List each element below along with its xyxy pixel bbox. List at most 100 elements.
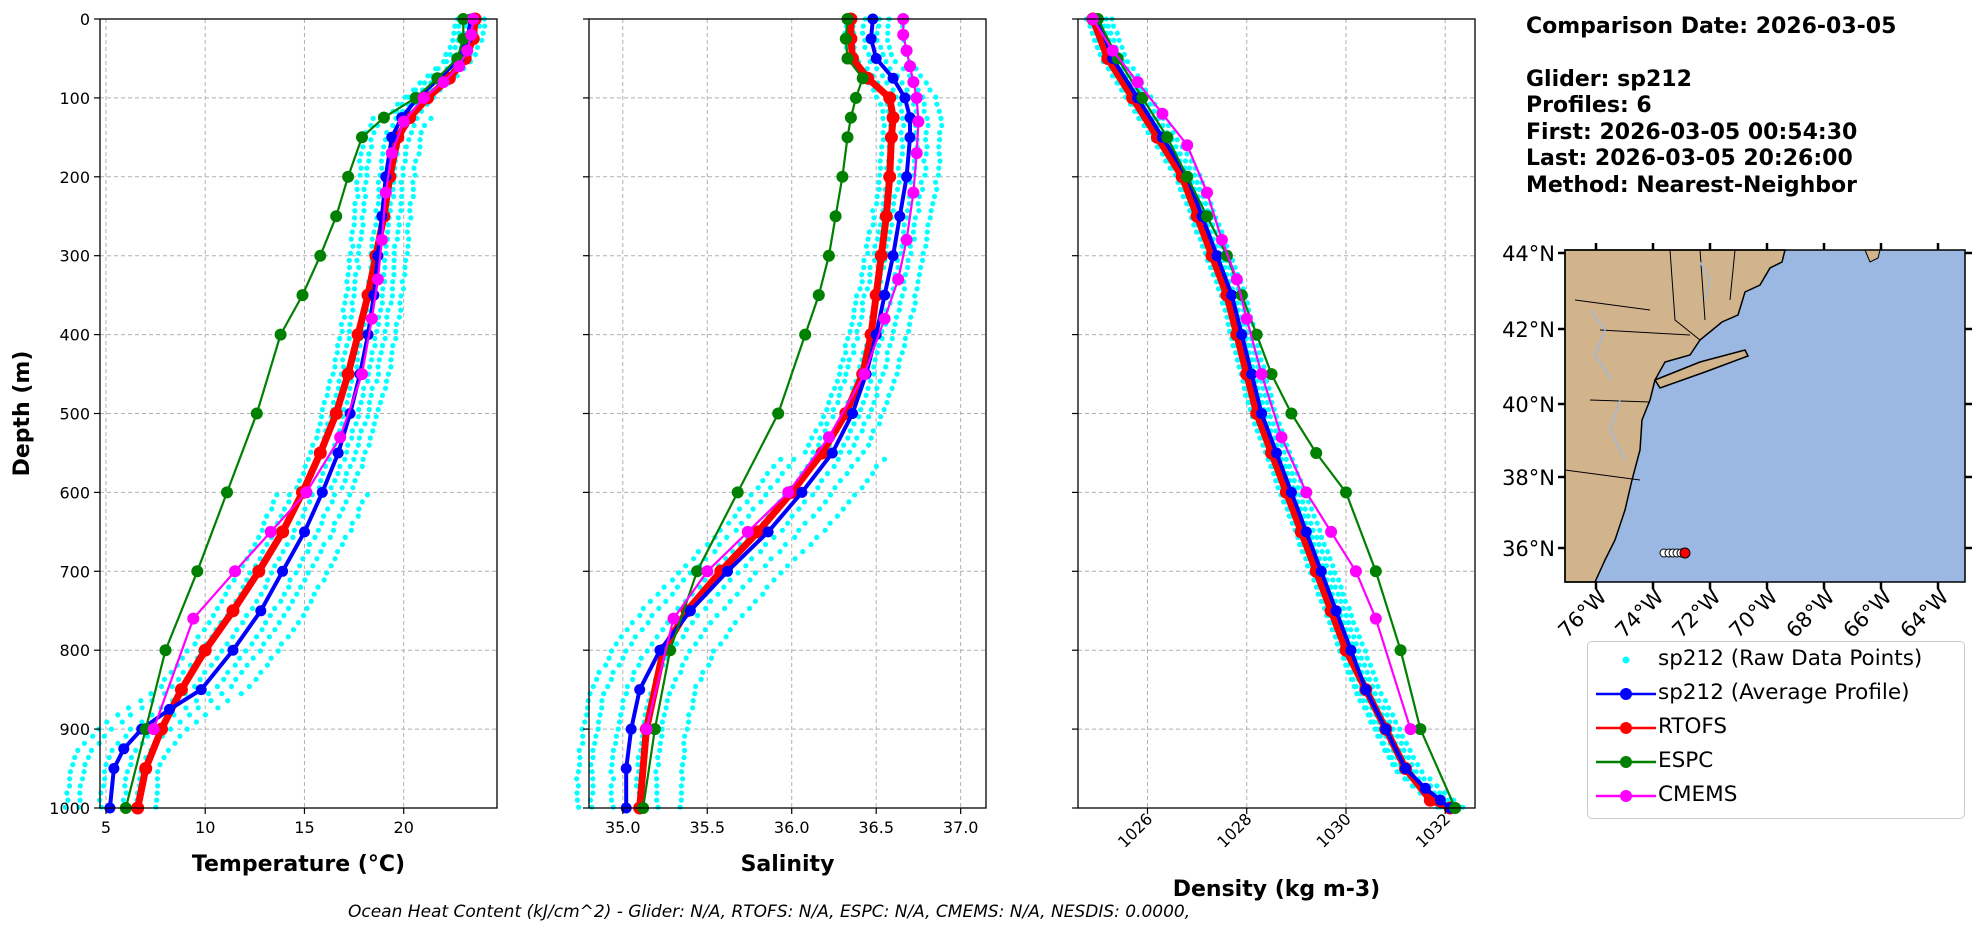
raw-data-point bbox=[374, 328, 380, 334]
legend-item-average: sp212 (Average Profile) bbox=[1588, 678, 1964, 710]
raw-data-point bbox=[411, 165, 417, 171]
raw-data-point bbox=[860, 449, 867, 455]
raw-data-point bbox=[324, 570, 330, 576]
raw-data-point bbox=[356, 506, 362, 512]
series-point bbox=[910, 147, 923, 160]
series-point bbox=[1340, 486, 1352, 499]
map-state-border bbox=[1669, 249, 1701, 341]
raw-data-point bbox=[349, 428, 355, 434]
raw-data-point bbox=[403, 257, 409, 263]
raw-data-point bbox=[899, 151, 906, 157]
raw-data-point bbox=[778, 570, 784, 576]
raw-data-point bbox=[314, 556, 320, 562]
raw-data-point bbox=[375, 407, 381, 413]
raw-data-point bbox=[402, 158, 408, 164]
raw-data-point bbox=[695, 549, 702, 555]
raw-data-point bbox=[362, 421, 368, 427]
raw-data-point bbox=[406, 137, 412, 143]
series-point bbox=[1419, 782, 1431, 794]
raw-data-point bbox=[844, 470, 850, 477]
raw-data-point bbox=[655, 754, 661, 761]
raw-data-point bbox=[380, 286, 386, 292]
raw-data-point bbox=[153, 804, 159, 810]
raw-data-point bbox=[876, 179, 882, 185]
series-point bbox=[900, 44, 913, 57]
raw-data-point bbox=[617, 719, 623, 725]
raw-data-point bbox=[830, 407, 837, 413]
raw-data-point bbox=[390, 343, 396, 349]
y-tick-label: 1000 bbox=[49, 799, 90, 818]
series-point bbox=[1230, 273, 1243, 286]
raw-data-point bbox=[201, 627, 207, 633]
raw-data-point bbox=[104, 719, 110, 725]
raw-data-point bbox=[647, 598, 654, 604]
x-tick-label: 37.0 bbox=[943, 818, 979, 837]
raw-data-point bbox=[354, 186, 360, 192]
raw-data-point bbox=[480, 30, 486, 36]
raw-data-point bbox=[297, 563, 303, 569]
raw-data-point bbox=[708, 655, 715, 661]
x-axis-label: Density (kg m-3) bbox=[1173, 877, 1381, 902]
raw-data-point bbox=[388, 357, 394, 363]
raw-data-point bbox=[157, 762, 163, 768]
raw-data-point bbox=[101, 733, 107, 739]
raw-data-point bbox=[1350, 620, 1357, 626]
raw-data-point bbox=[921, 158, 927, 164]
raw-data-point bbox=[870, 222, 876, 228]
series-line-rtofs bbox=[636, 19, 897, 809]
raw-data-point bbox=[899, 293, 905, 299]
raw-data-point bbox=[747, 605, 753, 612]
raw-data-point bbox=[364, 492, 371, 498]
raw-data-point bbox=[1384, 712, 1390, 718]
raw-data-point bbox=[686, 719, 692, 725]
raw-data-point bbox=[1335, 591, 1341, 597]
profile-count: Profiles: 6 bbox=[1526, 93, 1652, 118]
raw-data-point bbox=[353, 272, 359, 278]
raw-data-point bbox=[1194, 179, 1200, 185]
series-point bbox=[342, 170, 355, 183]
raw-data-point bbox=[359, 229, 365, 235]
raw-data-point bbox=[664, 698, 670, 704]
raw-data-point bbox=[281, 591, 287, 597]
raw-data-point bbox=[391, 264, 397, 271]
raw-data-point bbox=[340, 307, 346, 313]
raw-data-point bbox=[169, 683, 175, 690]
raw-data-point bbox=[899, 80, 905, 86]
raw-data-point bbox=[355, 513, 361, 519]
raw-data-point bbox=[115, 712, 121, 718]
raw-data-point bbox=[294, 591, 300, 597]
raw-data-point bbox=[375, 179, 381, 185]
raw-data-point bbox=[669, 577, 676, 583]
map-state-border bbox=[1699, 249, 1706, 321]
raw-data-point bbox=[749, 556, 755, 562]
raw-data-point bbox=[649, 641, 655, 647]
series-point bbox=[250, 407, 263, 420]
raw-data-point bbox=[687, 648, 693, 654]
raw-data-point bbox=[852, 492, 858, 498]
raw-data-point bbox=[924, 144, 930, 150]
series-point bbox=[899, 92, 911, 104]
raw-data-point bbox=[290, 534, 296, 541]
raw-data-point bbox=[912, 300, 918, 306]
raw-data-point bbox=[655, 591, 661, 597]
raw-data-point bbox=[1289, 470, 1295, 477]
raw-data-point bbox=[739, 612, 745, 619]
raw-data-point bbox=[315, 584, 321, 590]
series-point bbox=[634, 684, 646, 696]
series-point bbox=[437, 76, 450, 89]
raw-data-point bbox=[893, 314, 900, 320]
raw-data-point bbox=[892, 59, 899, 65]
series-point bbox=[377, 111, 390, 124]
raw-data-point bbox=[257, 648, 263, 654]
series-point bbox=[147, 723, 160, 736]
raw-data-point bbox=[585, 698, 591, 704]
raw-data-point bbox=[840, 357, 846, 363]
raw-data-point bbox=[369, 385, 375, 391]
temperature-panel: 0 100 200 300 400 500 600 700 800 900 1000 5 10 15 20 T… bbox=[10, 10, 498, 877]
density-panel: 1026 1028 1030 1032 Density (kg m-3) bbox=[1072, 12, 1476, 902]
raw-data-point bbox=[361, 201, 367, 207]
y-tick-label: 700 bbox=[59, 562, 90, 581]
series-point bbox=[1315, 565, 1327, 577]
raw-data-point bbox=[631, 669, 637, 675]
raw-data-point bbox=[1270, 421, 1276, 427]
